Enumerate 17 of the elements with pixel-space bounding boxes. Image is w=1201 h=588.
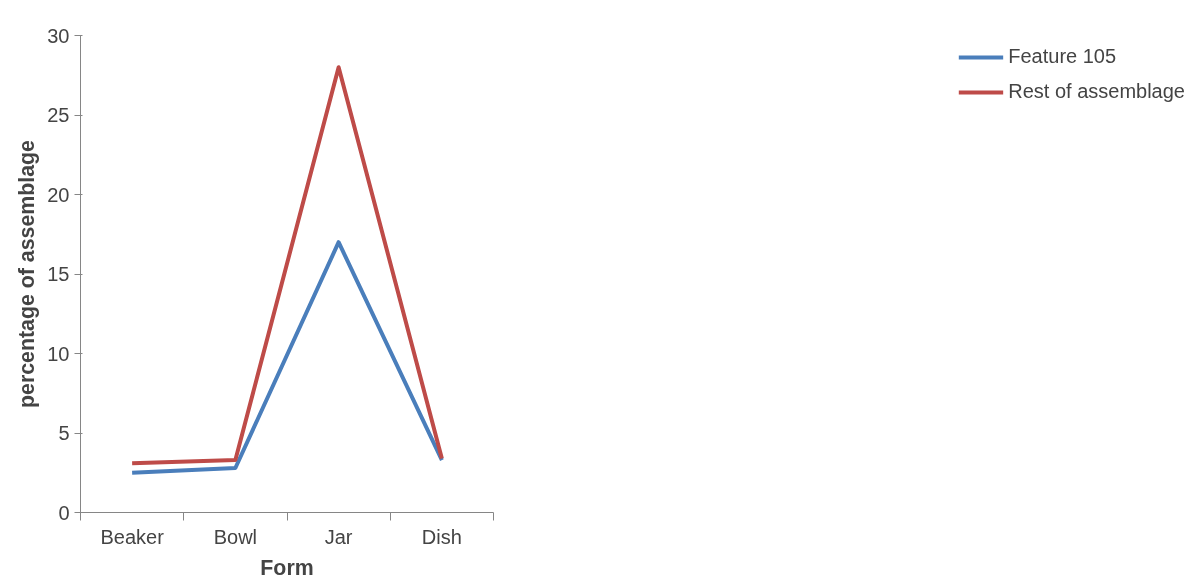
y-tick-label: 0 — [58, 501, 70, 524]
x-tick-label: Bowl — [213, 525, 258, 548]
x-tick-label: Dish — [421, 525, 462, 548]
y-tick-label: 30 — [47, 24, 70, 47]
y-tick-label: 20 — [47, 183, 70, 206]
line-series — [130, 65, 444, 466]
y-axis-title: percentage of assemblage — [15, 139, 40, 408]
legend-label: Rest of assemblage — [1008, 80, 1185, 103]
y-tick-label: 10 — [47, 342, 70, 365]
x-axis-title: Form — [260, 555, 314, 580]
line-series — [130, 240, 444, 475]
y-tick-label: 15 — [47, 263, 70, 285]
x-tick-label: Jar — [324, 525, 353, 548]
y-tick-label: 5 — [58, 422, 70, 444]
legend-label: Feature 105 — [1008, 45, 1117, 68]
y-tick-label: 25 — [47, 104, 70, 126]
x-tick-label: Beaker — [100, 525, 165, 548]
